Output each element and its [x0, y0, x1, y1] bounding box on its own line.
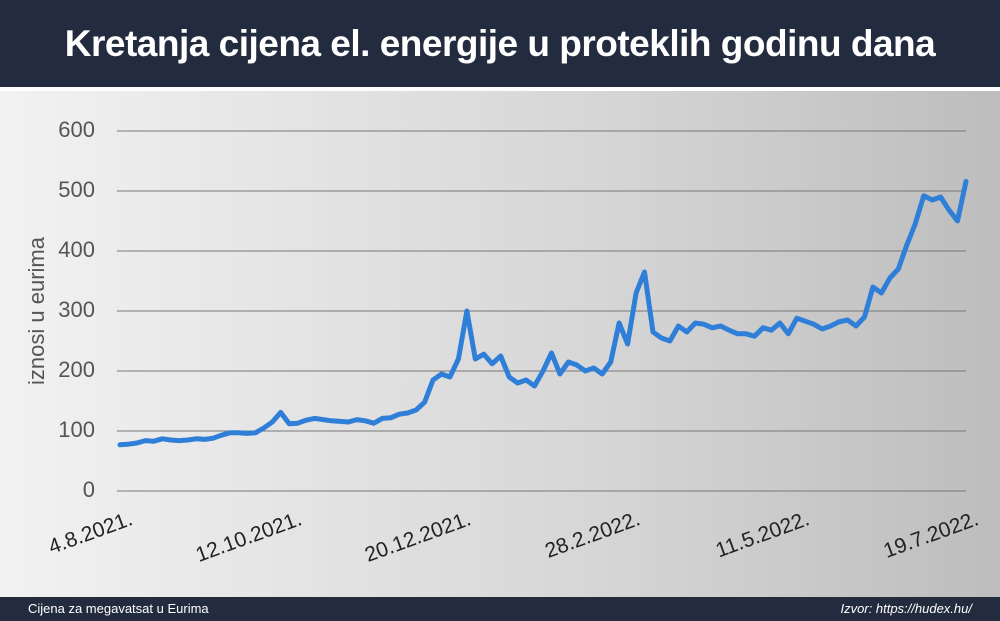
- y-axis-label: iznosi u eurima: [24, 236, 49, 385]
- chart-title: Kretanja cijena el. energije u proteklih…: [0, 0, 1000, 91]
- y-tick-label: 500: [58, 177, 95, 202]
- footer: Cijena za megavatsat u Eurima Izvor: htt…: [0, 597, 1000, 621]
- x-tick-label: 4.8.2021.: [45, 507, 135, 559]
- price-line: [117, 178, 969, 448]
- footer-source: Izvor: https://hudex.hu/: [840, 601, 972, 616]
- y-tick-label: 400: [58, 237, 95, 262]
- y-tick-label: 100: [58, 417, 95, 442]
- x-tick-label: 20.12.2021.: [362, 507, 474, 567]
- y-tick-label: 0: [83, 477, 95, 502]
- chart: iznosi u eurima 0 100 200 300 400 500 600 4.8.2…: [24, 117, 982, 567]
- y-tick-label: 300: [58, 297, 95, 322]
- x-tick-label: 19.7.2022.: [880, 507, 981, 563]
- x-tick-label: 11.5.2022.: [713, 507, 813, 562]
- x-tick-label: 12.10.2021.: [193, 507, 305, 567]
- footer-note: Cijena za megavatsat u Eurima: [28, 601, 209, 616]
- x-tick-label: 28.2.2022.: [542, 507, 643, 563]
- y-tick-label: 600: [58, 117, 95, 142]
- y-tick-label: 200: [58, 357, 95, 382]
